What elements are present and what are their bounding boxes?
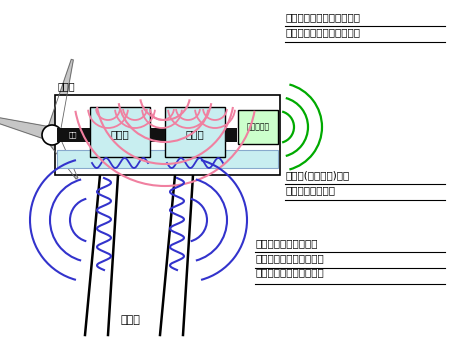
Polygon shape bbox=[0, 114, 54, 141]
Text: 開口部(吸排気口)など
からの直接放射音: 開口部(吸排気口)など からの直接放射音 bbox=[285, 170, 349, 195]
Bar bbox=[55, 95, 280, 175]
Bar bbox=[57, 150, 278, 168]
Text: 増速機: 増速機 bbox=[111, 129, 130, 139]
Bar bbox=[238, 110, 278, 144]
Bar bbox=[165, 107, 225, 157]
Bar bbox=[90, 107, 150, 157]
Bar bbox=[150, 128, 165, 142]
Text: 内部での機器発生音が壁を
透過する透過音（空気音）: 内部での機器発生音が壁を 透過する透過音（空気音） bbox=[285, 12, 360, 37]
Bar bbox=[57, 128, 90, 142]
Polygon shape bbox=[45, 132, 78, 179]
Text: 軸受: 軸受 bbox=[69, 132, 77, 138]
Text: 発電機: 発電機 bbox=[185, 129, 204, 139]
Bar bbox=[225, 128, 237, 142]
Text: ナセル: ナセル bbox=[58, 81, 76, 91]
Text: 機器発生振動が構造体
に伝搬し、外部へ音とし
て放射される固体伝搬音: 機器発生振動が構造体 に伝搬し、外部へ音とし て放射される固体伝搬音 bbox=[255, 238, 324, 277]
Text: タワー: タワー bbox=[120, 315, 140, 325]
Polygon shape bbox=[46, 59, 73, 137]
Text: 冷却ファン: 冷却ファン bbox=[247, 122, 270, 132]
Circle shape bbox=[42, 125, 62, 145]
